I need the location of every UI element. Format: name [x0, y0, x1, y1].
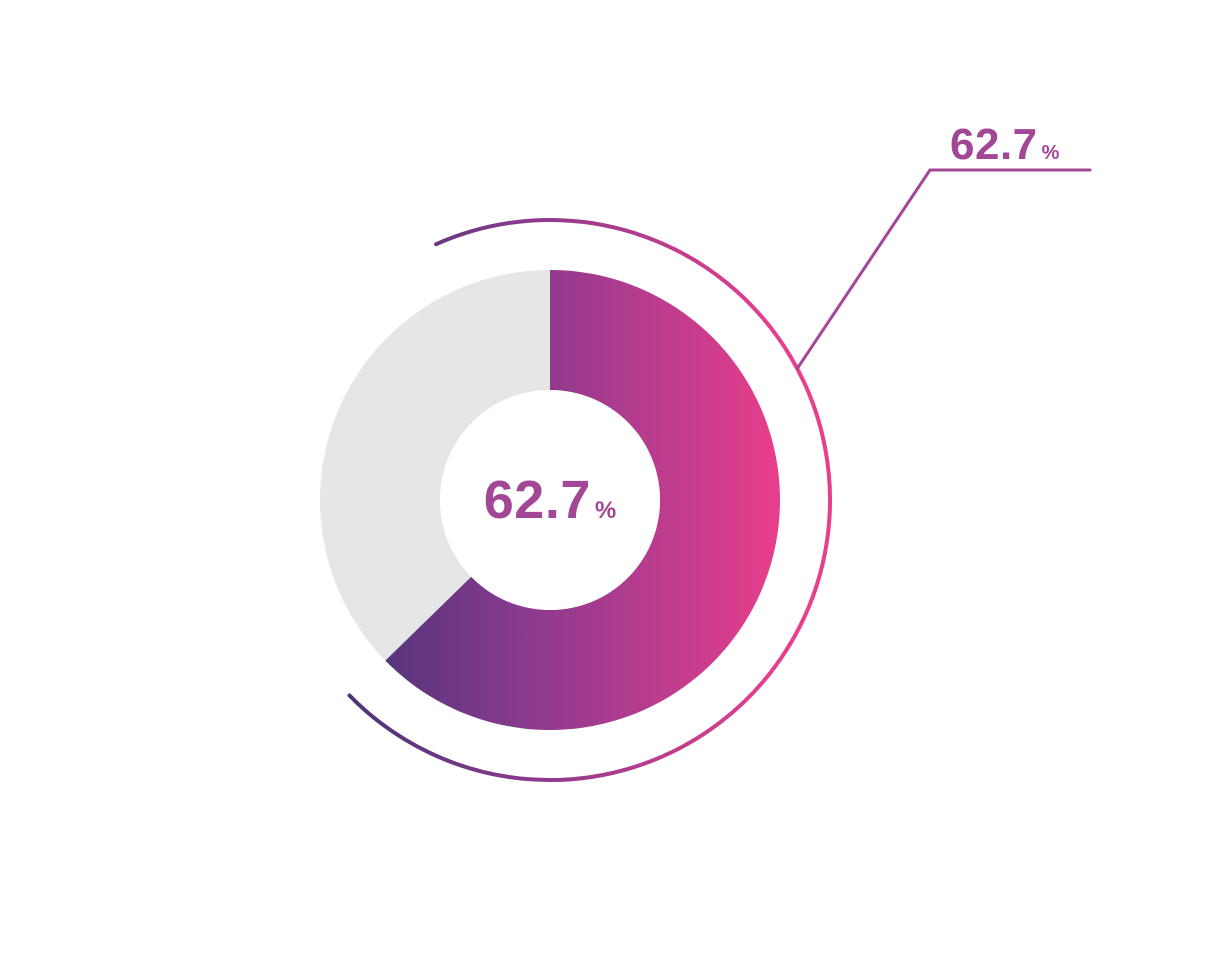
- callout-percentage-symbol: %: [1042, 142, 1060, 165]
- callout-percentage-label: 62.7 %: [950, 120, 1059, 170]
- chart-stage: 62.7 % 62.7 %: [0, 0, 1225, 980]
- callout-percentage-value: 62.7: [950, 120, 1038, 170]
- center-percentage-value: 62.7: [484, 469, 591, 531]
- center-percentage-symbol: %: [595, 497, 616, 525]
- callout-leader-line: [797, 170, 1090, 369]
- center-percentage-label: 62.7 %: [484, 469, 616, 531]
